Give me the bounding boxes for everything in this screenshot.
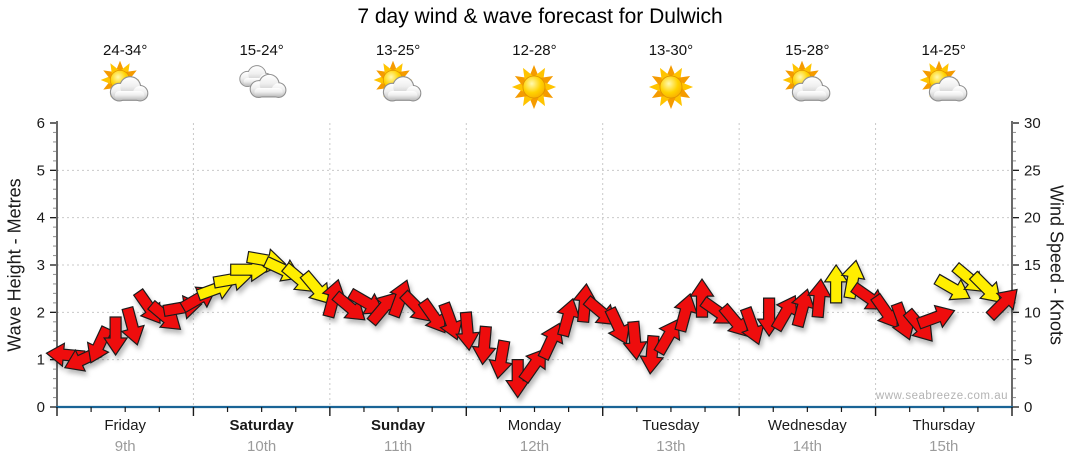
- day-date: 10th: [247, 438, 277, 455]
- daily-summary-row: 24-34° 15-24° 13-25° 12-28° 13-30° 15-28…: [57, 42, 1012, 114]
- day-date: 11th: [384, 438, 413, 455]
- wind-arrow: [985, 288, 1018, 322]
- partly-cloudy-icon: [778, 60, 836, 109]
- temp-range: 13-30°: [648, 42, 694, 59]
- day-name: Wednesday: [767, 417, 847, 434]
- day-summary-sunday: 13-25°: [330, 42, 466, 114]
- partly-cloudy-icon: [915, 60, 973, 109]
- temp-range: 24-34°: [103, 42, 148, 59]
- wind-arrow: [438, 301, 464, 341]
- watermark: www.seabreeze.com.au: [875, 390, 1008, 402]
- left-axis-tick-label: 4: [37, 210, 45, 227]
- day-label-sunday: Sunday 11th: [330, 417, 466, 455]
- day-label-tuesday: Tuesday 13th: [603, 417, 739, 455]
- right-axis-tick-label: 20: [1024, 210, 1041, 227]
- axes: 0 1 2 3 4 5 6 0 5 10 15 20 25 30: [37, 115, 1041, 416]
- left-axis-tick-label: 3: [37, 257, 45, 274]
- temp-range: 13-25°: [375, 42, 421, 59]
- wind-arrow: [488, 339, 514, 380]
- day-date: 13th: [656, 438, 686, 455]
- day-summary-wednesday: 15-28°: [739, 42, 875, 114]
- day-name: Friday: [104, 417, 147, 434]
- temp-range: 15-24°: [239, 42, 284, 59]
- right-axis-tick-label: 15: [1024, 257, 1041, 274]
- left-axis-tick-label: 6: [37, 115, 45, 132]
- day-date: 14th: [792, 438, 822, 455]
- sunny-icon: [505, 61, 563, 110]
- day-date: 12th: [519, 438, 550, 455]
- right-axis-tick-label: 10: [1024, 304, 1041, 321]
- partly-cloudy-icon: [369, 60, 427, 109]
- temp-range: 15-28°: [785, 42, 830, 59]
- day-summary-tuesday: 13-30°: [603, 42, 739, 114]
- chart-title: 7 day wind & wave forecast for Dulwich: [357, 5, 723, 28]
- wind-arrow: [968, 270, 1002, 303]
- day-name: Saturday: [229, 417, 294, 434]
- wind-arrow: [299, 269, 330, 305]
- wind-arrow: [770, 294, 798, 333]
- partly-cloudy-icon: [96, 60, 154, 109]
- wind-arrow: [622, 320, 648, 361]
- left-axis-tick-label: 5: [37, 162, 45, 179]
- right-axis-tick-label: 25: [1024, 162, 1041, 179]
- left-axis-label: Wave Height - Metres: [4, 178, 25, 352]
- left-axis-tick-label: 1: [37, 352, 45, 369]
- wind-arrow: [718, 302, 749, 338]
- day-summary-saturday: 15-24°: [193, 42, 329, 114]
- wind-arrow: [604, 306, 631, 345]
- temp-range: 12-28°: [512, 42, 557, 59]
- day-date: 9th: [114, 438, 136, 455]
- day-name: Sunday: [370, 417, 426, 434]
- wind-arrow: [86, 325, 113, 364]
- day-label-friday: Friday 9th: [57, 417, 193, 455]
- day-name: Monday: [507, 417, 562, 434]
- wind-arrow: [673, 292, 698, 333]
- right-axis-tick-label: 5: [1024, 352, 1032, 369]
- wind-arrow: [916, 304, 956, 330]
- left-axis-tick-label: 2: [37, 304, 45, 321]
- day-summary-thursday: 14-25°: [876, 42, 1012, 114]
- wind-arrow: [120, 305, 145, 346]
- cloudy-icon: [233, 61, 291, 109]
- wind-arrow: [689, 278, 715, 318]
- sunny-icon: [642, 61, 700, 110]
- day-label-saturday: Saturday 10th: [193, 417, 329, 455]
- wind-arrow: [739, 305, 765, 346]
- day-label-wednesday: Wednesday 14th: [739, 417, 875, 455]
- day-summary-friday: 24-34°: [57, 42, 193, 114]
- wind-arrow: [933, 273, 971, 301]
- day-axis-row: Friday 9th Saturday 10th Sunday 11th Mon…: [57, 417, 1012, 455]
- right-axis-tick-label: 0: [1024, 399, 1032, 416]
- wind-arrow-series: [45, 248, 1018, 399]
- right-axis-tick-label: 30: [1024, 115, 1041, 132]
- temp-range: 14-25°: [921, 42, 966, 59]
- left-axis-tick-label: 0: [37, 399, 45, 416]
- right-axis-label: Wind Speed - Knots: [1046, 184, 1067, 346]
- day-date: 15th: [929, 438, 959, 455]
- wind-arrow: [790, 288, 816, 329]
- wind-arrow: [556, 297, 581, 338]
- wind-arrow: [331, 290, 366, 321]
- day-name: Tuesday: [642, 417, 700, 434]
- wind-arrow: [455, 311, 481, 352]
- day-label-monday: Monday 12th: [466, 417, 602, 455]
- day-summary-monday: 12-28°: [466, 42, 602, 114]
- wind-arrow: [471, 325, 497, 366]
- wind-arrow: [417, 297, 446, 334]
- day-label-thursday: Thursday 15th: [876, 417, 1012, 455]
- wind-arrow: [102, 316, 129, 357]
- day-name: Thursday: [912, 417, 975, 434]
- wind-arrow: [806, 278, 833, 319]
